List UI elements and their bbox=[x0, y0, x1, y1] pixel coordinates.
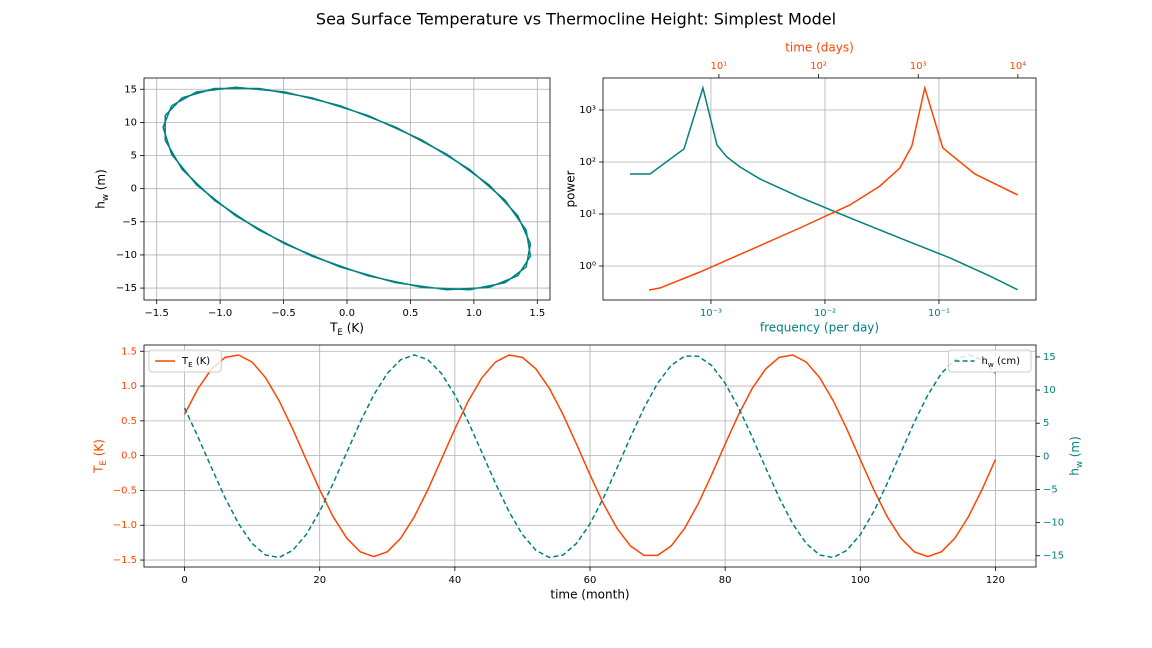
y2-label: hw (m) bbox=[1068, 436, 1085, 476]
x2-label: time (days) bbox=[785, 41, 854, 55]
y-tick-label: −1.5 bbox=[113, 555, 137, 566]
x2-tick-label: 10⁴ bbox=[1010, 61, 1027, 72]
y-tick-label: −10 bbox=[116, 250, 137, 261]
x-tick-label: 10⁻² bbox=[814, 308, 836, 319]
series-line bbox=[648, 85, 1019, 291]
y-tick-label: 0.5 bbox=[121, 416, 137, 427]
y2-tick-label: 5 bbox=[1043, 418, 1049, 429]
y-tick-label: 5 bbox=[131, 151, 137, 162]
legend-label: TE (K) bbox=[181, 356, 210, 369]
x-tick-label: 10⁻³ bbox=[700, 308, 722, 319]
x-tick-label: −1.0 bbox=[208, 308, 232, 319]
y-tick-label: 1.5 bbox=[121, 346, 137, 357]
y2-tick-label: −5 bbox=[1043, 484, 1058, 495]
y-tick-label: 10³ bbox=[579, 105, 596, 116]
y-label: TE (K) bbox=[92, 439, 109, 474]
legend: hw (cm) bbox=[948, 349, 1032, 373]
x2-tick-label: 10² bbox=[810, 61, 827, 72]
axes-frame bbox=[143, 77, 551, 301]
y-tick-label: 10 bbox=[124, 117, 137, 128]
x-tick-label: 0.0 bbox=[339, 308, 355, 319]
y-tick-label: 10¹ bbox=[579, 209, 596, 220]
axes-frame bbox=[143, 344, 1037, 568]
y-tick-label: −0.5 bbox=[113, 485, 137, 496]
y-tick-label: −15 bbox=[116, 283, 137, 294]
x-label: frequency (per day) bbox=[760, 321, 879, 335]
y-tick-label: 0.0 bbox=[121, 451, 137, 462]
y-tick-label: 1.0 bbox=[121, 381, 137, 392]
y2-tick-label: 0 bbox=[1043, 451, 1049, 462]
x-tick-label: 100 bbox=[851, 575, 870, 586]
legend: TE (K) bbox=[148, 349, 222, 373]
y-tick-label: 10² bbox=[579, 157, 596, 168]
y2-tick-label: −15 bbox=[1043, 551, 1064, 562]
y-label: power bbox=[564, 170, 578, 207]
y2-tick-label: 15 bbox=[1043, 352, 1056, 363]
x-tick-label: 20 bbox=[313, 575, 326, 586]
x-label: TE (K) bbox=[329, 321, 364, 338]
x-tick-label: 60 bbox=[584, 575, 597, 586]
x-tick-label: −0.5 bbox=[271, 308, 295, 319]
y-tick-label: −1.0 bbox=[113, 520, 137, 531]
legend-box bbox=[148, 349, 222, 373]
y-label: hw (m) bbox=[94, 169, 111, 209]
y-tick-label: −5 bbox=[122, 217, 137, 228]
series-line bbox=[183, 354, 996, 559]
x-tick-label: 0 bbox=[181, 575, 187, 586]
x-tick-label: 10⁻¹ bbox=[928, 308, 950, 319]
y-tick-label: 15 bbox=[124, 84, 137, 95]
x-tick-label: 80 bbox=[719, 575, 732, 586]
x2-tick-label: 10³ bbox=[910, 61, 927, 72]
x-label: time (month) bbox=[550, 588, 629, 602]
series-line bbox=[630, 85, 1018, 291]
y-tick-label: 0 bbox=[131, 184, 137, 195]
x-tick-label: 0.5 bbox=[402, 308, 418, 319]
y2-tick-label: −10 bbox=[1043, 518, 1064, 529]
x-tick-label: 1.5 bbox=[529, 308, 545, 319]
figure-title: Sea Surface Temperature vs Thermocline H… bbox=[316, 10, 836, 29]
x-tick-label: 120 bbox=[986, 575, 1005, 586]
x-tick-label: −1.5 bbox=[145, 308, 169, 319]
x-tick-label: 40 bbox=[448, 575, 461, 586]
x-tick-label: 1.0 bbox=[466, 308, 482, 319]
y2-tick-label: 10 bbox=[1043, 385, 1056, 396]
y-tick-label: 10⁰ bbox=[579, 261, 596, 272]
series-line bbox=[162, 86, 532, 291]
legend-box bbox=[948, 349, 1032, 373]
legend-label: hw (cm) bbox=[982, 356, 1021, 369]
axes-frame bbox=[602, 77, 1037, 301]
series-line bbox=[183, 354, 997, 558]
x2-tick-label: 10¹ bbox=[711, 61, 728, 72]
